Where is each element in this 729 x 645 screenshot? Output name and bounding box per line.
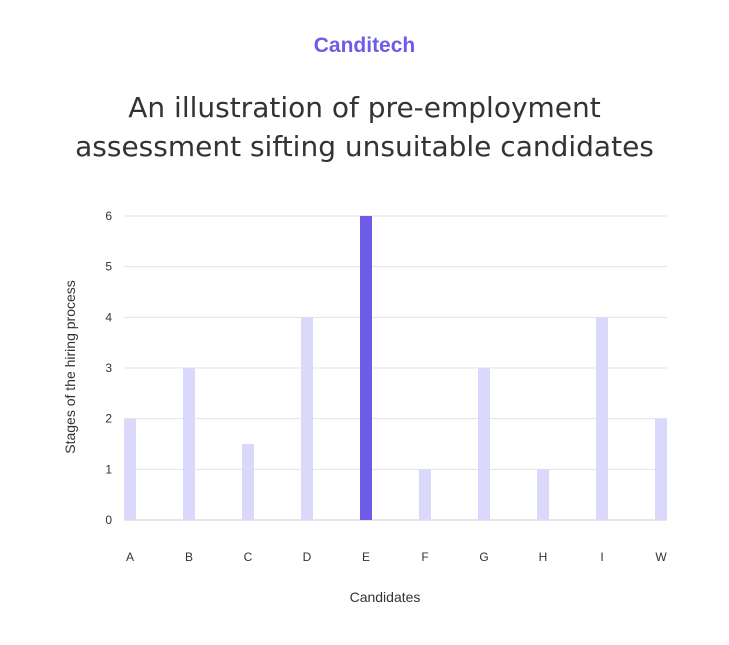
x-axis-label: Candidates bbox=[350, 589, 421, 605]
x-tick-label: G bbox=[479, 550, 488, 564]
x-tick-label: C bbox=[244, 550, 253, 564]
bar-i bbox=[596, 317, 608, 520]
bar-h bbox=[537, 469, 549, 520]
y-tick-label: 5 bbox=[105, 260, 112, 274]
x-tick-label: H bbox=[539, 550, 548, 564]
grid-lines bbox=[124, 215, 667, 521]
bar-w bbox=[655, 418, 667, 520]
y-tick-labels: 0 1 2 3 4 5 6 bbox=[105, 209, 112, 527]
y-tick-label: 4 bbox=[105, 310, 112, 324]
x-tick-label: W bbox=[655, 550, 667, 564]
bar-a bbox=[124, 418, 136, 520]
bar-d bbox=[301, 317, 313, 520]
bar-f bbox=[419, 469, 431, 520]
brand-logo: Canditech bbox=[313, 34, 416, 57]
bar-g bbox=[478, 368, 490, 520]
y-tick-label: 6 bbox=[105, 209, 112, 223]
y-axis-label: Stages of the hiring process bbox=[62, 280, 78, 454]
x-tick-label: B bbox=[185, 550, 193, 564]
chart-title-line-1: An illustration of pre-employment bbox=[128, 91, 601, 124]
x-tick-label: A bbox=[126, 550, 134, 564]
y-tick-label: 3 bbox=[105, 361, 112, 375]
y-tick-label: 2 bbox=[105, 412, 112, 426]
bars bbox=[124, 216, 667, 520]
y-tick-label: 1 bbox=[105, 462, 112, 476]
bar-e bbox=[360, 216, 372, 520]
x-tick-label: E bbox=[362, 550, 370, 564]
bar-b bbox=[183, 368, 195, 520]
x-tick-label: F bbox=[421, 550, 428, 564]
x-tick-label: D bbox=[303, 550, 312, 564]
bar-c bbox=[242, 444, 254, 520]
chart-title: An illustration of pre-employment assess… bbox=[0, 88, 729, 166]
x-tick-label: I bbox=[600, 550, 603, 564]
chart-title-line-2: assessment sifting unsuitable candidates bbox=[75, 130, 654, 163]
y-tick-label: 0 bbox=[105, 513, 112, 527]
